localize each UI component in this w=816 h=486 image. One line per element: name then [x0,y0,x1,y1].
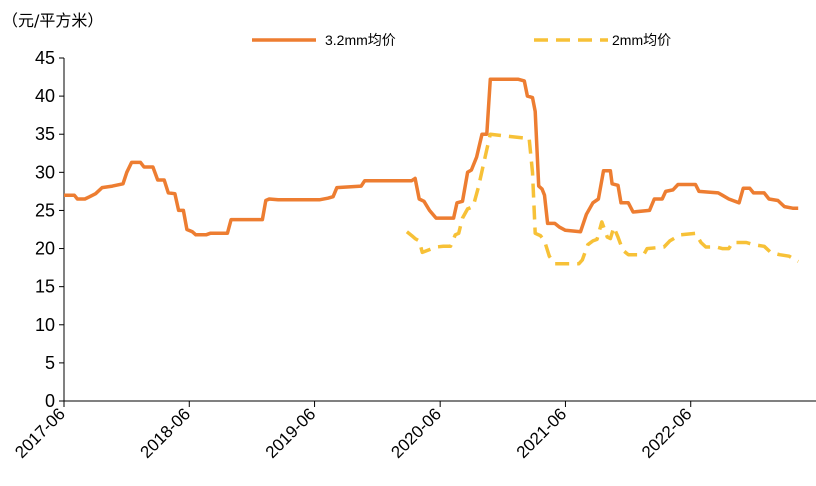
y-tick-label: 35 [35,124,55,144]
x-tick-label: 2018-06 [137,404,195,462]
x-tick-label: 2017-06 [11,404,69,462]
x-tick-label: 2022-06 [638,404,696,462]
y-tick-label: 40 [35,86,55,106]
unit-label: （元/平方米） [2,11,103,30]
y-tick-label: 5 [45,353,55,373]
legend: 3.2mm均价 2mm均价 [252,32,671,48]
y-tick-label: 25 [35,200,55,220]
y-tick-label: 15 [35,277,55,297]
plot-lines [64,77,800,266]
y-tick-label: 20 [35,239,55,259]
x-tick-label: 2020-06 [387,404,445,462]
y-tick-label: 30 [35,162,55,182]
x-tick-label: 2019-06 [262,404,320,462]
legend-label-2mm: 2mm均价 [612,32,671,48]
y-tick-label: 10 [35,315,55,335]
y-tick-label: 0 [45,391,55,411]
axes [63,58,816,402]
x-axis-ticks: 2017-06 2018-06 2019-06 2020-06 2021-06 2022-… [11,401,696,462]
series-line-3.2mm [64,77,799,237]
series-line-2mm [405,132,800,266]
x-tick-label: 2021-06 [513,404,571,462]
y-axis-ticks: 0 5 10 15 20 25 30 35 40 45 [35,48,64,411]
legend-label-3.2mm: 3.2mm均价 [325,32,396,48]
y-tick-label: 45 [35,48,55,68]
